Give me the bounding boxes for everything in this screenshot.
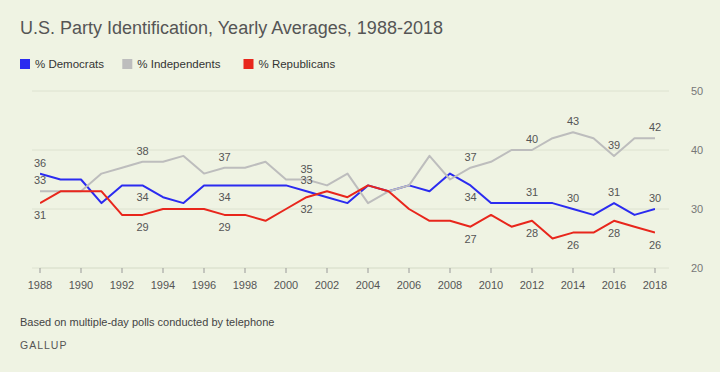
y-tick-label: 50 xyxy=(691,85,703,97)
y-tick-label: 40 xyxy=(691,144,703,156)
x-tick-label: 2018 xyxy=(643,279,667,291)
plot-area xyxy=(40,132,655,238)
data-label: 28 xyxy=(526,227,538,239)
data-label: 35 xyxy=(300,163,312,175)
data-label: 30 xyxy=(649,192,661,204)
data-label: 40 xyxy=(526,133,538,145)
data-label: 30 xyxy=(567,192,579,204)
x-tick-label: 2012 xyxy=(520,279,544,291)
x-tick-label: 2008 xyxy=(438,279,462,291)
data-label: 36 xyxy=(34,157,46,169)
data-label: 39 xyxy=(608,139,620,151)
series-line xyxy=(40,132,655,203)
x-tick-label: 1992 xyxy=(110,279,134,291)
data-label: 43 xyxy=(567,115,579,127)
x-tick xyxy=(122,268,123,273)
data-label: 37 xyxy=(464,151,476,163)
x-tick xyxy=(573,268,574,273)
title: U.S. Party Identification, Yearly Averag… xyxy=(20,18,443,38)
data-label: 26 xyxy=(567,239,579,251)
caption: Based on multiple-day polls conducted by… xyxy=(20,316,274,328)
x-tick xyxy=(368,268,369,273)
x-tick-label: 2016 xyxy=(602,279,626,291)
x-tick-label: 2006 xyxy=(397,279,421,291)
data-label: 31 xyxy=(608,186,620,198)
x-tick xyxy=(40,268,41,273)
x-tick xyxy=(655,268,656,273)
legend-label: % Republicans xyxy=(259,58,336,70)
x-tick-label: 1988 xyxy=(28,279,52,291)
legend-label: % Independents xyxy=(137,58,220,70)
data-label: 26 xyxy=(649,239,661,251)
data-label: 31 xyxy=(34,209,46,221)
x-tick-label: 1990 xyxy=(69,279,93,291)
data-label: 29 xyxy=(218,221,230,233)
legend: % Democrats % Independents % Republicans xyxy=(20,58,335,70)
grid-line xyxy=(32,150,669,151)
x-tick xyxy=(163,268,164,273)
x-tick xyxy=(491,268,492,273)
series-line xyxy=(40,185,655,238)
x-tick-label: 2002 xyxy=(315,279,339,291)
data-label: 29 xyxy=(136,221,148,233)
legend-swatch xyxy=(244,59,254,69)
x-tick xyxy=(409,268,410,273)
legend-swatch xyxy=(20,59,30,69)
data-label: 28 xyxy=(608,227,620,239)
x-tick-label: 2004 xyxy=(356,279,380,291)
data-label: 38 xyxy=(136,145,148,157)
y-tick-label: 20 xyxy=(691,262,703,274)
data-label: 33 xyxy=(300,174,312,186)
x-tick xyxy=(614,268,615,273)
x-axis xyxy=(40,268,655,269)
x-tick-label: 2000 xyxy=(274,279,298,291)
data-label: 34 xyxy=(136,191,148,203)
chart: U.S. Party Identification, Yearly Averag… xyxy=(0,0,720,372)
data-label: 42 xyxy=(649,121,661,133)
x-tick xyxy=(327,268,328,273)
legend-label: % Democrats xyxy=(35,58,104,70)
y-tick-label: 30 xyxy=(691,203,703,215)
x-tick-label: 2014 xyxy=(561,279,585,291)
series-line xyxy=(40,174,655,215)
data-label: 27 xyxy=(464,233,476,245)
background xyxy=(0,0,720,372)
data-label: 34 xyxy=(464,191,476,203)
x-tick xyxy=(204,268,205,273)
x-tick xyxy=(245,268,246,273)
data-labels: 3633313438293437293335323437273140283043… xyxy=(34,115,661,250)
data-label: 31 xyxy=(526,186,538,198)
x-tick xyxy=(81,268,82,273)
data-label: 32 xyxy=(300,203,312,215)
data-label: 33 xyxy=(34,174,46,186)
grid-line xyxy=(32,91,669,92)
x-tick xyxy=(286,268,287,273)
x-tick-label: 1998 xyxy=(233,279,257,291)
data-label: 34 xyxy=(218,191,230,203)
x-tick-label: 1994 xyxy=(151,279,175,291)
x-tick-label: 1996 xyxy=(192,279,216,291)
source: GALLUP xyxy=(20,339,67,351)
legend-swatch xyxy=(122,59,132,69)
data-label: 37 xyxy=(218,151,230,163)
x-tick xyxy=(532,268,533,273)
x-tick xyxy=(450,268,451,273)
x-tick-label: 2010 xyxy=(479,279,503,291)
